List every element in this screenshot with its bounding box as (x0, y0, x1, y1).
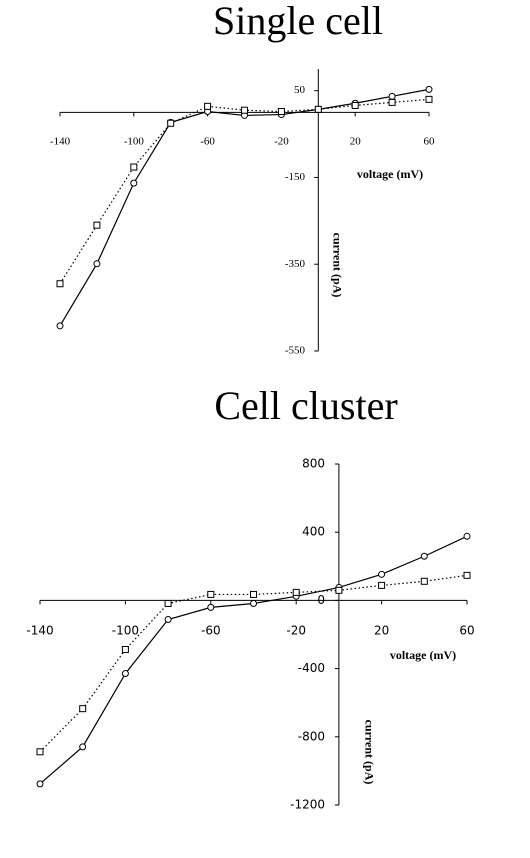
x-tick-label: -140 (50, 136, 71, 148)
x-axis-label: voltage (mV) (357, 167, 423, 181)
marker (378, 581, 386, 589)
marker (121, 670, 129, 678)
marker (314, 105, 322, 113)
marker (56, 322, 64, 330)
marker (93, 221, 101, 229)
x-tick-label: 60 (424, 136, 436, 148)
chart-single-cell: Single cell -140 -100 -60 -20 20 60 50 -150 -350 -… (50, 0, 435, 357)
marker (420, 577, 428, 585)
marker (292, 588, 300, 596)
x-tick-label: 20 (374, 624, 389, 638)
y-tick-label: -550 (285, 345, 306, 357)
marker (79, 705, 87, 713)
chart-title: Single cell (213, 0, 383, 43)
marker (130, 163, 138, 171)
chart-title: Cell cluster (214, 383, 397, 428)
y-tick-label: 400 (302, 525, 325, 539)
marker (36, 748, 44, 756)
marker (250, 590, 257, 598)
marker (425, 95, 433, 103)
x-tick-label: -140 (26, 624, 53, 638)
marker (204, 102, 212, 110)
marker (425, 85, 433, 93)
marker (463, 571, 471, 579)
marker (207, 590, 215, 598)
marker (420, 552, 428, 560)
marker (250, 599, 257, 607)
marker (121, 646, 129, 654)
y-tick-label: -150 (285, 171, 306, 183)
marker (207, 603, 215, 611)
marker (36, 780, 44, 788)
marker (93, 260, 101, 268)
chart-cell-cluster: Cell cluster -140 -100 -60 -20 20 60 800 400 0 -40… (26, 383, 474, 811)
marker (277, 108, 285, 116)
marker (463, 532, 471, 540)
y-tick-label: 50 (294, 84, 306, 96)
y-tick-label: -400 (298, 661, 325, 675)
marker (167, 119, 175, 127)
marker (388, 98, 396, 106)
marker (79, 743, 87, 751)
y-tick-label: -350 (285, 258, 306, 270)
series-line (59, 88, 430, 327)
y-tick-label: -800 (298, 729, 325, 743)
x-tick-label: -20 (286, 624, 306, 638)
x-tick-label: -20 (274, 136, 289, 148)
marker (130, 179, 138, 187)
x-tick-label: 60 (459, 624, 474, 638)
marker (164, 615, 172, 623)
y-tick-label: 0 (317, 593, 325, 607)
series-line (39, 574, 468, 753)
marker (378, 570, 386, 578)
x-tick-label: -60 (201, 624, 221, 638)
y-tick-label: -1200 (290, 798, 325, 812)
marker (164, 599, 172, 607)
x-tick-label: -100 (124, 136, 145, 148)
marker (241, 106, 248, 114)
y-axis-label: current (pA) (362, 720, 376, 785)
marker (388, 92, 396, 100)
y-tick-label: 800 (302, 457, 325, 471)
y-axis-label: current (pA) (330, 233, 344, 298)
x-tick-label: -100 (112, 624, 139, 638)
marker (335, 586, 343, 594)
x-tick-label: 20 (350, 136, 362, 148)
marker (351, 101, 359, 109)
x-tick-label: -60 (200, 136, 215, 148)
series-line (59, 98, 430, 285)
x-axis-label: voltage (mV) (390, 648, 456, 662)
marker (56, 280, 64, 288)
